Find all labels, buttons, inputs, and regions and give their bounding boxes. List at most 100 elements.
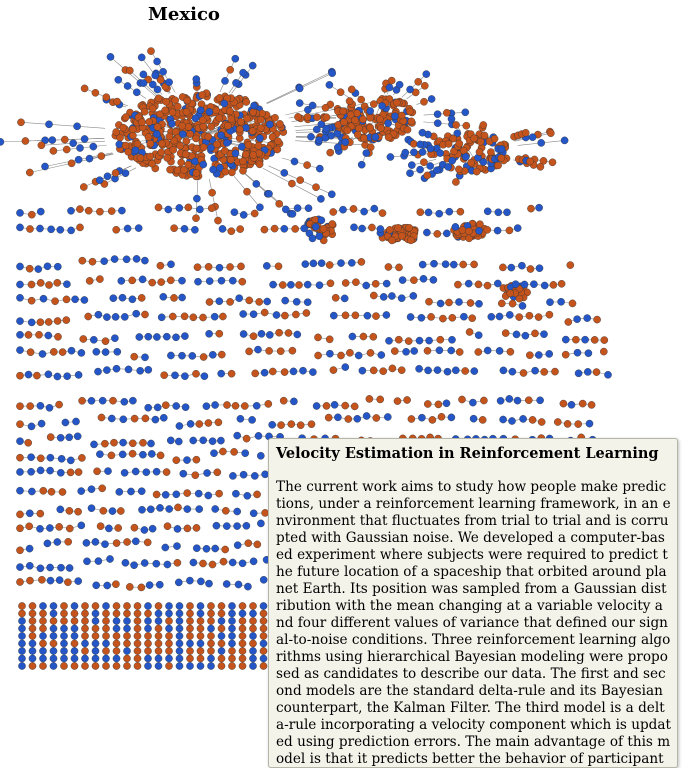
- graph-node[interactable]: [498, 300, 505, 307]
- graph-node[interactable]: [260, 617, 267, 624]
- graph-node[interactable]: [92, 89, 99, 96]
- graph-node[interactable]: [370, 101, 377, 108]
- graph-node[interactable]: [102, 338, 109, 345]
- graph-node[interactable]: [139, 451, 146, 458]
- graph-node[interactable]: [256, 204, 263, 211]
- graph-node[interactable]: [74, 433, 81, 440]
- graph-node[interactable]: [37, 467, 44, 474]
- graph-node[interactable]: [192, 215, 199, 222]
- graph-node[interactable]: [66, 434, 73, 441]
- graph-node[interactable]: [68, 347, 75, 354]
- graph-node[interactable]: [419, 148, 426, 155]
- graph-node[interactable]: [417, 141, 424, 148]
- graph-node[interactable]: [220, 558, 227, 565]
- graph-node[interactable]: [116, 488, 123, 495]
- graph-node[interactable]: [132, 147, 139, 154]
- graph-node[interactable]: [572, 336, 579, 343]
- graph-node[interactable]: [81, 662, 88, 669]
- graph-node[interactable]: [216, 490, 223, 497]
- graph-node[interactable]: [232, 490, 239, 497]
- graph-node[interactable]: [279, 281, 286, 288]
- graph-node[interactable]: [282, 297, 289, 304]
- graph-node[interactable]: [102, 625, 109, 632]
- graph-node[interactable]: [407, 313, 414, 320]
- graph-node[interactable]: [428, 313, 435, 320]
- graph-node[interactable]: [323, 114, 330, 121]
- graph-node[interactable]: [68, 160, 75, 167]
- graph-node[interactable]: [389, 365, 396, 372]
- graph-node[interactable]: [162, 491, 169, 498]
- graph-node[interactable]: [403, 348, 410, 355]
- graph-node[interactable]: [348, 86, 355, 93]
- graph-node[interactable]: [503, 209, 510, 216]
- graph-node[interactable]: [529, 134, 536, 141]
- graph-node[interactable]: [550, 281, 557, 288]
- graph-node[interactable]: [525, 397, 532, 404]
- graph-node[interactable]: [145, 333, 152, 340]
- graph-node[interactable]: [408, 118, 415, 125]
- graph-node[interactable]: [123, 617, 130, 624]
- graph-node[interactable]: [68, 227, 75, 234]
- graph-node[interactable]: [138, 294, 145, 301]
- graph-node[interactable]: [92, 625, 99, 632]
- graph-node[interactable]: [215, 419, 222, 426]
- graph-node[interactable]: [377, 396, 384, 403]
- graph-node[interactable]: [475, 332, 482, 339]
- graph-node[interactable]: [567, 262, 574, 269]
- graph-node[interactable]: [239, 632, 246, 639]
- graph-node[interactable]: [205, 263, 212, 270]
- graph-node[interactable]: [346, 98, 353, 105]
- graph-node[interactable]: [185, 161, 192, 168]
- graph-node[interactable]: [60, 610, 67, 617]
- graph-node[interactable]: [529, 416, 536, 423]
- graph-node[interactable]: [326, 81, 333, 88]
- graph-node[interactable]: [491, 135, 498, 142]
- graph-node[interactable]: [129, 450, 136, 457]
- graph-node[interactable]: [410, 149, 417, 156]
- graph-node[interactable]: [582, 336, 589, 343]
- graph-node[interactable]: [134, 625, 141, 632]
- graph-node[interactable]: [75, 469, 82, 476]
- graph-node[interactable]: [228, 169, 235, 176]
- graph-node[interactable]: [113, 610, 120, 617]
- graph-node[interactable]: [558, 280, 565, 287]
- graph-node[interactable]: [18, 625, 25, 632]
- graph-node[interactable]: [119, 294, 126, 301]
- graph-node[interactable]: [85, 313, 92, 320]
- graph-node[interactable]: [514, 225, 521, 232]
- graph-node[interactable]: [434, 111, 441, 118]
- graph-node[interactable]: [112, 313, 119, 320]
- graph-node[interactable]: [176, 655, 183, 662]
- graph-node[interactable]: [45, 281, 52, 288]
- graph-node[interactable]: [363, 150, 370, 157]
- graph-node[interactable]: [320, 225, 327, 232]
- graph-node[interactable]: [326, 261, 333, 268]
- graph-node[interactable]: [398, 232, 405, 239]
- graph-node[interactable]: [219, 225, 226, 232]
- graph-node[interactable]: [123, 625, 130, 632]
- graph-node[interactable]: [45, 371, 52, 378]
- graph-node[interactable]: [176, 632, 183, 639]
- graph-node[interactable]: [80, 335, 87, 342]
- graph-node[interactable]: [113, 602, 120, 609]
- graph-node[interactable]: [547, 130, 554, 137]
- graph-node[interactable]: [260, 662, 267, 669]
- graph-node[interactable]: [155, 640, 162, 647]
- graph-node[interactable]: [205, 419, 212, 426]
- graph-node[interactable]: [244, 492, 251, 499]
- graph-node[interactable]: [372, 134, 379, 141]
- graph-node[interactable]: [406, 170, 413, 177]
- graph-node[interactable]: [154, 123, 161, 130]
- graph-node[interactable]: [363, 412, 370, 419]
- graph-node[interactable]: [54, 333, 61, 340]
- graph-node[interactable]: [480, 121, 487, 128]
- graph-node[interactable]: [154, 404, 161, 411]
- graph-node[interactable]: [231, 209, 238, 216]
- graph-node[interactable]: [61, 136, 68, 143]
- graph-node[interactable]: [192, 135, 199, 142]
- graph-node[interactable]: [22, 137, 29, 144]
- graph-node[interactable]: [260, 602, 267, 609]
- graph-node[interactable]: [141, 526, 148, 533]
- graph-node[interactable]: [124, 82, 131, 89]
- graph-node[interactable]: [63, 296, 70, 303]
